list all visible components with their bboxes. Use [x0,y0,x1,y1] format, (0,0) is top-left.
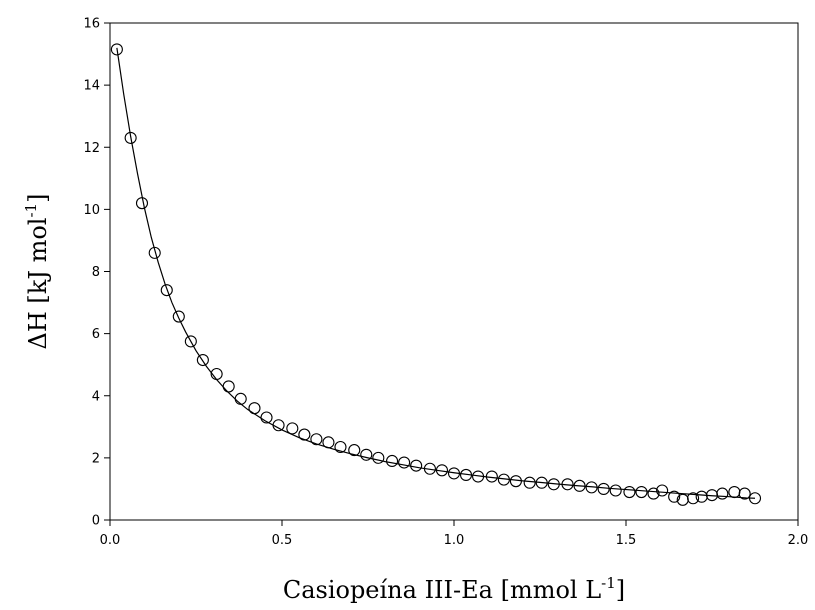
data-point [348,444,361,457]
y-tick-label: 12 [83,141,100,156]
data-point [172,310,185,323]
x-tick-label: 1.0 [444,533,465,548]
data-point [609,484,622,497]
data-point [248,402,261,415]
data-point [210,367,223,381]
y-tick-label: 14 [83,79,100,94]
data-point [472,470,485,483]
data-point [728,485,741,499]
data-point [497,473,510,486]
data-point [535,476,548,489]
y-tick-label: 10 [83,203,100,218]
data-point [360,448,373,461]
data-point [523,476,536,489]
data-point [286,422,299,435]
x-axis-ticks: 0.0 0.5 1.0 1.5 2.0 [100,520,809,548]
y-tick-label: 0 [92,514,100,529]
data-point [310,433,323,446]
x-axis-title-tail: ] [616,576,625,604]
data-point [110,43,123,56]
data-point [272,419,285,432]
data-point [124,131,137,144]
y-axis-title-superscript: -1 [22,203,40,218]
data-point [234,392,247,405]
data-point [561,478,574,491]
data-point [298,428,311,441]
data-point [635,485,648,499]
data-point [222,380,235,393]
data-point [135,197,149,210]
y-tick-label: 6 [92,327,100,342]
fit-curve [116,47,756,499]
data-point [410,459,423,472]
data-point [509,475,522,488]
data-point [386,454,399,468]
x-tick-label: 0.5 [272,533,293,548]
data-point [372,451,385,464]
data-point [597,482,610,495]
y-axis-title: ΔH [kJ mol-1] [22,194,52,350]
y-tick-label: 4 [92,389,100,404]
x-tick-label: 2.0 [788,533,809,548]
data-point [184,335,197,348]
data-point [148,246,161,259]
data-point [334,440,347,454]
y-tick-label: 2 [92,451,100,466]
data-point [447,467,461,480]
data-point [585,481,598,494]
x-axis-title-main: Casiopeína III-Ea [mmol L [283,576,601,604]
data-point [322,436,335,449]
y-tick-label: 8 [92,265,100,280]
y-axis-title-main: ΔH [kJ mol [24,218,52,350]
data-point [623,485,636,499]
y-tick-label: 16 [83,17,100,32]
data-point [687,492,700,505]
data-point [196,353,209,367]
data-point [398,456,411,469]
plot-area [109,22,799,521]
data-point [573,479,586,492]
data-points-layer [110,43,762,506]
data-point [485,470,498,483]
data-point [435,464,449,477]
data-point [716,487,729,500]
data-point [260,411,273,424]
x-tick-label: 0.0 [100,533,121,548]
data-point [459,468,473,482]
x-axis-title: Casiopeína III-Ea [mmol L-1] [283,574,625,604]
x-axis-title-superscript: -1 [601,574,616,592]
data-point [738,487,751,500]
plot-frame [109,22,799,521]
data-point [160,284,173,297]
y-axis-ticks: 0 2 4 6 8 10 12 14 16 [83,17,110,529]
data-point [547,478,560,491]
data-point [423,462,436,475]
data-point [668,490,681,503]
fit-curve-layer [116,47,756,499]
data-point [647,487,660,500]
y-axis-title-tail: ] [24,194,52,203]
data-point [656,484,669,497]
data-point [748,492,762,505]
x-tick-label: 1.5 [616,533,637,548]
